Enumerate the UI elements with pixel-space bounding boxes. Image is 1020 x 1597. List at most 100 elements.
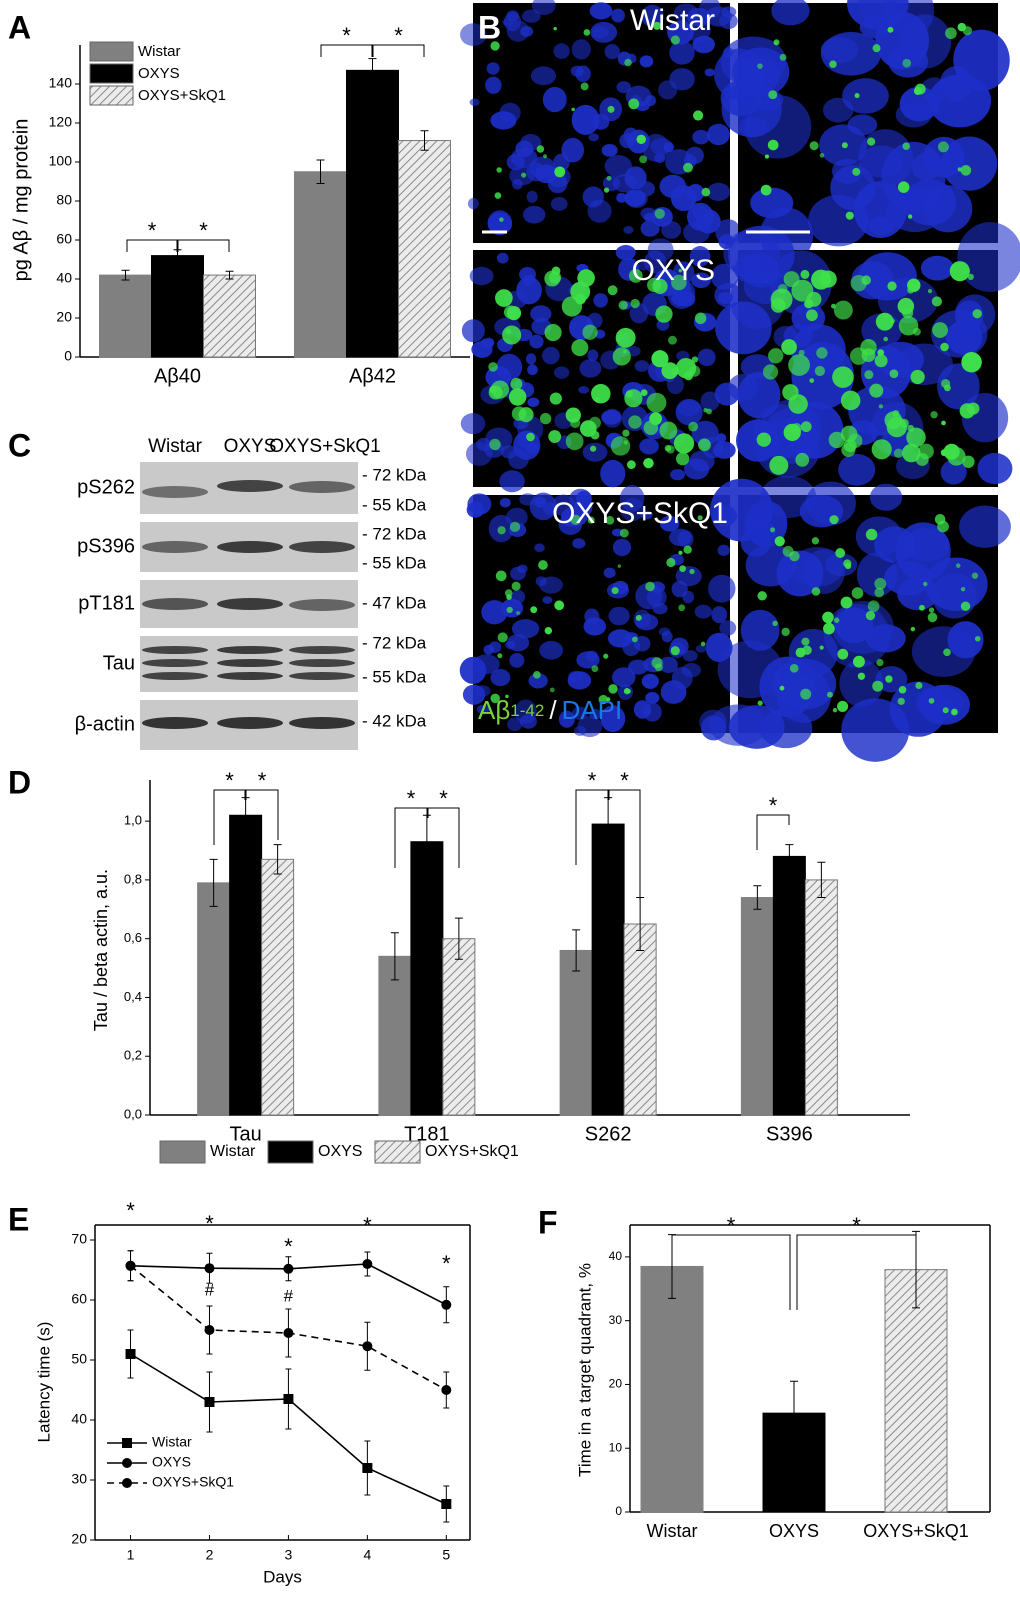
amyloid-spot: [945, 27, 957, 40]
nucleus: [670, 469, 686, 481]
amyloid-spot: [902, 307, 914, 319]
legend-label: OXYS+SkQ1: [152, 1474, 234, 1490]
x-tick-label: Aβ42: [349, 365, 396, 387]
nucleus: [519, 714, 537, 729]
nucleus: [744, 95, 812, 159]
amyloid-spot: [511, 581, 521, 591]
amyloid-spot: [490, 693, 500, 704]
nucleus: [639, 55, 654, 68]
nucleus: [587, 199, 612, 223]
nucleus: [601, 144, 618, 157]
amyloid-spot: [673, 433, 695, 454]
amyloid-spot: [764, 154, 770, 159]
x-tick-label: Wistar: [647, 1521, 698, 1541]
amyloid-spot: [781, 339, 797, 355]
amyloid-spot: [853, 655, 865, 668]
amyloid-spot: [580, 82, 589, 91]
nucleus: [641, 4, 664, 28]
amyloid-spot: [582, 324, 598, 340]
nucleus: [659, 515, 680, 532]
nucleus: [528, 673, 548, 689]
amyloid-spot: [762, 364, 779, 380]
significance-bracket: [177, 239, 230, 252]
nucleus: [612, 538, 632, 557]
bar: [804, 879, 838, 1116]
amyloid-spot: [678, 550, 683, 555]
blot-band: [217, 598, 283, 610]
amyloid-spot: [683, 545, 692, 554]
amyloid-spot: [544, 626, 553, 635]
nucleus: [577, 715, 603, 738]
amyloid-spot: [962, 26, 972, 36]
amyloid-spot: [603, 653, 609, 659]
amyloid-spot: [898, 686, 907, 694]
blot-band: [217, 480, 283, 492]
amyloid-spot: [955, 563, 961, 568]
y-axis-title: Latency time (s): [34, 1322, 53, 1443]
nucleus: [539, 576, 563, 594]
amyloid-spot: [779, 53, 787, 61]
amyloid-spot: [757, 63, 763, 69]
error-bar: [420, 130, 429, 151]
nucleus: [831, 158, 863, 184]
nucleus: [711, 606, 728, 624]
nucleus: [692, 204, 707, 219]
legend-label: OXYS: [318, 1143, 362, 1160]
amyloid-spot: [577, 269, 595, 287]
amyloid-spot: [871, 439, 892, 460]
bar: [559, 949, 593, 1116]
nucleus: [484, 337, 495, 348]
significance-bracket: [796, 1234, 917, 1310]
marker: [204, 1263, 215, 1274]
nucleus: [713, 441, 736, 459]
blot-row-label: pT181: [78, 592, 135, 614]
amyloid-spot: [544, 323, 562, 342]
marker: [441, 1385, 452, 1395]
bar: [151, 255, 204, 358]
amyloid-spot: [840, 425, 858, 443]
amyloid-spot: [693, 110, 704, 121]
nucleus: [641, 673, 659, 689]
micrograph-label: OXYS: [632, 254, 715, 287]
nucleus: [895, 102, 932, 128]
error-bar: [273, 844, 282, 875]
nucleus: [461, 319, 485, 343]
amyloid-spot: [506, 606, 513, 614]
y-tick-label: 50: [71, 1351, 87, 1367]
amyloid-spot: [849, 347, 868, 365]
amyloid-spot: [554, 166, 566, 178]
nucleus: [612, 174, 638, 193]
nucleus: [499, 470, 525, 493]
micrograph: [709, 475, 1011, 762]
amyloid-spot: [865, 528, 878, 541]
nucleus: [675, 398, 703, 426]
significance-bracket: [575, 789, 609, 865]
amyloid-spot: [694, 312, 707, 325]
nucleus: [691, 272, 711, 289]
amyloid-spot: [832, 707, 838, 713]
amyloid-spot: [490, 41, 500, 51]
amyloid-spot: [919, 604, 925, 611]
nucleus: [469, 98, 480, 106]
amyloid-spot: [972, 309, 982, 319]
nucleus: [646, 587, 667, 607]
nucleus: [671, 580, 688, 598]
nucleus: [527, 397, 540, 408]
nucleus: [820, 36, 859, 64]
blot-band: [142, 646, 208, 654]
micrograph: [459, 484, 738, 741]
x-tick-label: S262: [585, 1123, 632, 1145]
nucleus: [526, 190, 538, 203]
nucleus: [654, 153, 666, 164]
amyloid-spot: [918, 443, 934, 460]
panel-letter: B: [478, 9, 501, 45]
nucleus: [516, 564, 528, 573]
amyloid-spot: [623, 440, 628, 445]
x-tick-label: T181: [404, 1123, 450, 1145]
nucleus: [615, 245, 636, 261]
nucleus: [709, 704, 768, 746]
marker: [362, 1463, 373, 1473]
amyloid-spot: [960, 587, 966, 592]
amyloid-spot: [878, 404, 884, 409]
nucleus: [570, 65, 584, 77]
